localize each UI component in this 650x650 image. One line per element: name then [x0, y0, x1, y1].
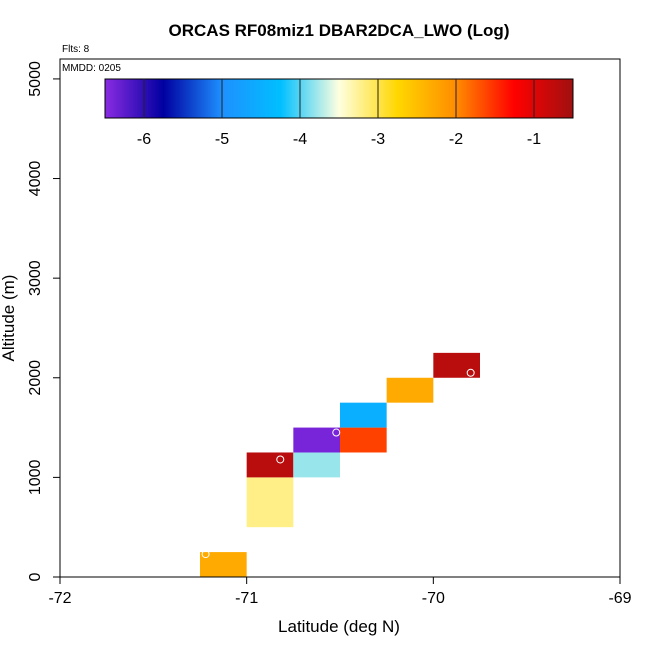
colorbar-tick-label-4: -2 — [449, 131, 463, 148]
heatmap-cell-4 — [293, 427, 340, 453]
heatmap-cell-5 — [340, 427, 387, 453]
data-markers — [201, 368, 475, 559]
heatmap-cell-1 — [246, 477, 294, 528]
colorbar: -6 -5 -4 -3 -2 -1 — [104, 78, 574, 148]
heatmap-cell-6 — [340, 402, 387, 428]
y-axis-label: Altitude (m) — [0, 275, 18, 362]
marker-1 — [276, 455, 285, 464]
x-tick-label-3: -69 — [608, 590, 631, 607]
heatmap-cell-8 — [433, 352, 480, 378]
y-tick-label-5: 5000 — [27, 61, 44, 97]
heatmap-cell-2 — [246, 452, 294, 478]
x-axis: -72 -71 -70 -69 — [48, 577, 632, 607]
y-tick-label-4: 4000 — [27, 161, 44, 197]
y-axis: 0 1000 2000 3000 4000 5000 — [27, 61, 60, 581]
plot-frame — [59, 58, 621, 578]
chart-title: ORCAS RF08miz1 DBAR2DCA_LWO (Log) — [169, 21, 510, 40]
x-tick-label-0: -72 — [48, 590, 71, 607]
y-tick-label-0: 0 — [27, 572, 44, 581]
y-tick-label-3: 3000 — [27, 260, 44, 296]
heatmap-cell-3 — [293, 452, 340, 478]
colorbar-tick-label-5: -1 — [527, 131, 541, 148]
colorbar-tick-label-3: -3 — [371, 131, 385, 148]
colorbar-gradient — [104, 78, 574, 119]
marker-0 — [201, 550, 210, 559]
x-tick-label-1: -71 — [235, 590, 258, 607]
x-axis-label: Latitude (deg N) — [278, 617, 400, 636]
y-tick-label-2: 2000 — [27, 360, 44, 396]
colorbar-tick-label-2: -4 — [293, 131, 307, 148]
data-cells — [200, 352, 480, 577]
x-tick-label-2: -70 — [422, 590, 445, 607]
flights-label: Flts: 8 — [62, 44, 90, 55]
marker-3 — [466, 368, 475, 377]
y-tick-label-1: 1000 — [27, 459, 44, 495]
colorbar-tick-label-0: -6 — [137, 131, 151, 148]
heatmap-cell-7 — [386, 377, 434, 403]
mmdd-label: MMDD: 0205 — [62, 63, 121, 74]
colorbar-tick-label-1: -5 — [215, 131, 229, 148]
marker-2 — [332, 428, 341, 437]
heatmap-cell-0 — [200, 552, 247, 577]
